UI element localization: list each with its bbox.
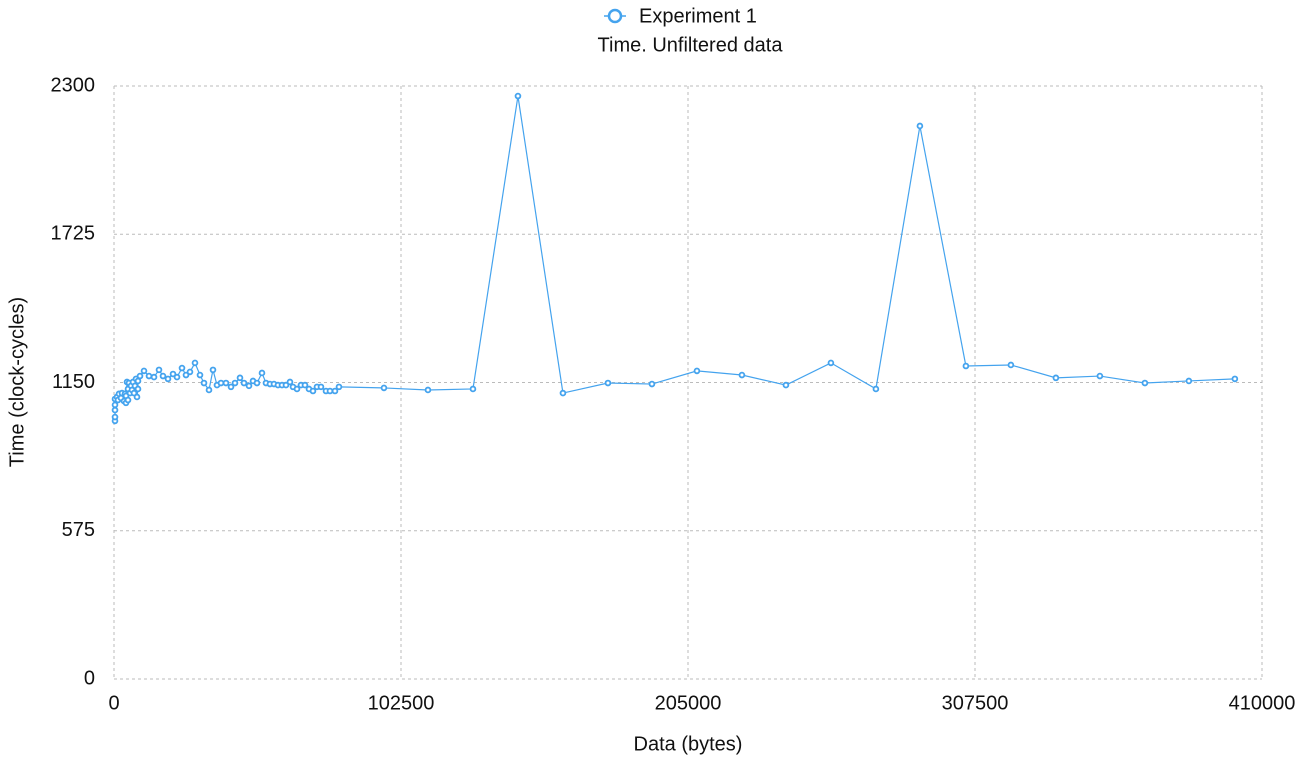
data-point <box>1141 379 1149 387</box>
data-point <box>962 362 970 370</box>
data-point <box>1231 375 1239 383</box>
data-point <box>693 367 701 375</box>
data-point <box>1052 374 1060 382</box>
data-point <box>136 372 144 380</box>
data-point <box>209 366 217 374</box>
data-point <box>309 387 317 395</box>
data-line <box>114 95 1235 421</box>
data-point <box>245 382 253 390</box>
data-point <box>222 379 230 387</box>
data-point <box>178 364 186 372</box>
data-point <box>469 385 477 393</box>
x-tick-label: 205000 <box>655 692 722 714</box>
data-point <box>169 370 177 378</box>
data-point <box>231 379 239 387</box>
data-point <box>164 375 172 383</box>
x-tick-label: 410000 <box>1229 692 1296 714</box>
data-point <box>286 378 294 386</box>
x-tick-label: 102500 <box>368 692 435 714</box>
x-axis-label: Data (bytes) <box>634 733 743 755</box>
y-axis-label: Time (clock-cycles) <box>6 297 28 467</box>
data-point <box>159 372 167 380</box>
data-point <box>738 371 746 379</box>
data-point <box>782 381 790 389</box>
data-point <box>916 122 924 130</box>
data-point <box>217 379 225 387</box>
x-tick-label: 307500 <box>942 692 1009 714</box>
y-tick-label: 1725 <box>51 223 96 245</box>
data-point <box>155 366 163 374</box>
data-point <box>111 406 119 414</box>
data-point <box>1096 372 1104 380</box>
y-tick-label: 2300 <box>51 74 96 96</box>
data-point <box>236 374 244 382</box>
data-point <box>514 92 522 100</box>
data-point <box>258 369 266 377</box>
y-tick-label: 1150 <box>52 371 95 393</box>
data-point <box>827 359 835 367</box>
data-point <box>150 373 158 381</box>
data-point <box>173 373 181 381</box>
data-point <box>604 379 612 387</box>
data-point <box>240 379 248 387</box>
data-point <box>133 393 141 401</box>
data-point <box>186 368 194 376</box>
data-point <box>124 396 132 404</box>
data-point <box>205 386 213 394</box>
data-point <box>424 386 432 394</box>
data-point <box>134 385 142 393</box>
data-point <box>648 380 656 388</box>
data-point <box>293 385 301 393</box>
legend-label: Experiment 1 <box>639 5 757 27</box>
data-point <box>191 359 199 367</box>
data-point <box>182 371 190 379</box>
data-point <box>111 401 119 409</box>
data-point <box>301 381 309 389</box>
data-point <box>111 413 119 421</box>
data-point <box>227 383 235 391</box>
data-point <box>380 384 388 392</box>
x-tick-label: 0 <box>108 692 119 714</box>
data-point <box>872 385 880 393</box>
data-point <box>559 389 567 397</box>
data-point <box>331 387 339 395</box>
data-point <box>1007 361 1015 369</box>
data-point <box>253 379 261 387</box>
data-point <box>335 383 343 391</box>
data-point <box>1185 377 1193 385</box>
y-tick-label: 0 <box>84 667 95 689</box>
data-point <box>145 372 153 380</box>
y-tick-label: 575 <box>62 519 95 541</box>
data-point <box>200 379 208 387</box>
chart-title: Time. Unfiltered data <box>598 34 784 56</box>
data-point <box>317 383 325 391</box>
data-point <box>326 387 334 395</box>
data-point <box>196 371 204 379</box>
data-point <box>282 381 290 389</box>
legend-marker <box>607 8 623 24</box>
data-point <box>140 367 148 375</box>
